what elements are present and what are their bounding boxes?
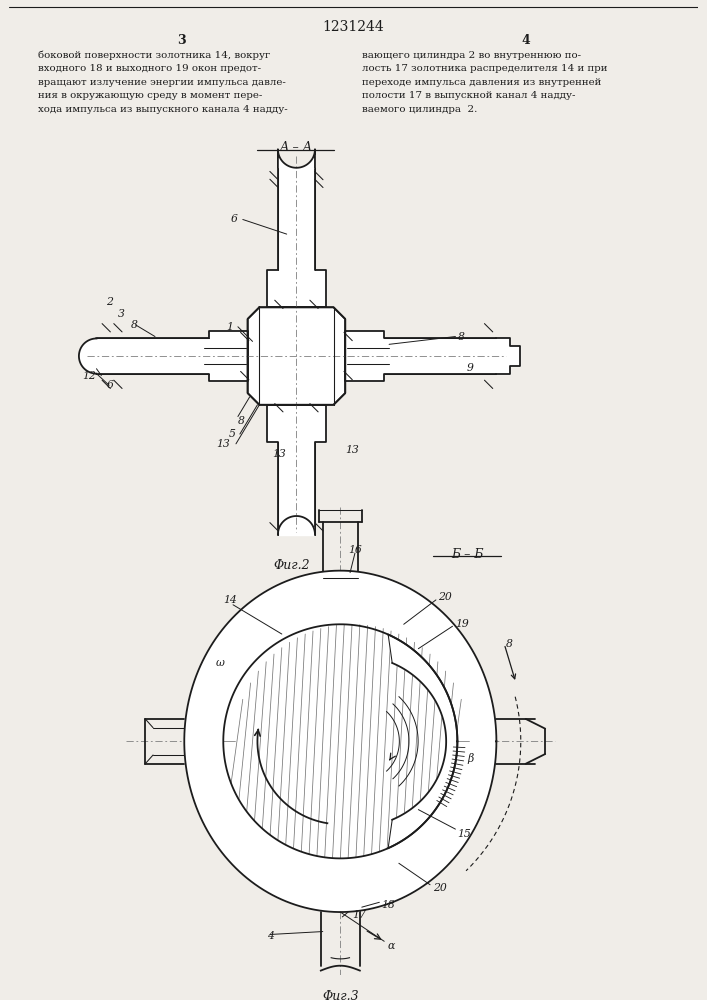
Text: 3: 3 [177, 34, 186, 47]
Polygon shape [278, 516, 315, 535]
Text: переходе импульса давления из внутренней: переходе импульса давления из внутренней [362, 78, 601, 87]
Text: Φиг.2: Φиг.2 [273, 559, 310, 572]
Text: 19: 19 [455, 619, 469, 629]
Polygon shape [96, 331, 247, 381]
Text: 13: 13 [345, 445, 359, 455]
Text: 9: 9 [467, 363, 474, 373]
Polygon shape [79, 338, 96, 374]
Text: 12: 12 [83, 371, 96, 381]
Text: 8: 8 [131, 320, 137, 330]
Text: 8: 8 [457, 332, 464, 342]
Text: 1: 1 [226, 322, 233, 332]
Polygon shape [267, 405, 326, 535]
Text: А – А: А – А [280, 141, 313, 154]
Text: ω: ω [216, 658, 224, 668]
Text: 15: 15 [457, 829, 471, 839]
Text: хода импульса из выпускного канала 4 надду-: хода импульса из выпускного канала 4 над… [38, 105, 288, 114]
Text: 17: 17 [352, 910, 366, 920]
Text: α: α [387, 941, 395, 951]
Text: β: β [467, 753, 474, 764]
Text: 8: 8 [506, 639, 513, 649]
Polygon shape [388, 634, 457, 848]
Text: 16: 16 [348, 545, 362, 555]
Polygon shape [278, 149, 315, 168]
Polygon shape [185, 571, 496, 912]
Text: входного 18 и выходного 19 окон предот-: входного 18 и выходного 19 окон предот- [38, 64, 261, 73]
Text: 20: 20 [438, 592, 452, 602]
Text: ния в окружающую среду в момент пере-: ния в окружающую среду в момент пере- [38, 91, 262, 100]
Polygon shape [496, 338, 520, 374]
Text: 6: 6 [106, 380, 113, 390]
Text: 14: 14 [223, 595, 237, 605]
Text: 1231244: 1231244 [322, 20, 384, 34]
Text: 4: 4 [267, 931, 274, 941]
Text: 5: 5 [229, 429, 236, 439]
Polygon shape [267, 168, 326, 307]
Text: Φиг.3: Φиг.3 [322, 990, 358, 1000]
Text: вающего цилиндра 2 во внутреннюю по-: вающего цилиндра 2 во внутреннюю по- [362, 51, 581, 60]
Text: полости 17 в выпускной канал 4 надду-: полости 17 в выпускной канал 4 надду- [362, 91, 575, 100]
Text: Б – Б: Б – Б [451, 548, 484, 561]
Polygon shape [247, 307, 345, 405]
Text: 18: 18 [381, 900, 395, 910]
Text: 13: 13 [272, 449, 286, 459]
Text: 13: 13 [216, 439, 230, 449]
Text: 8: 8 [238, 416, 245, 426]
Text: боковой поверхности золотника 14, вокруг: боковой поверхности золотника 14, вокруг [38, 51, 270, 60]
Text: 4: 4 [521, 34, 530, 47]
Text: 2: 2 [106, 297, 113, 307]
Text: ваемого цилиндра  2.: ваемого цилиндра 2. [362, 105, 477, 114]
Text: 3: 3 [118, 309, 125, 319]
Polygon shape [345, 331, 496, 381]
Text: 6: 6 [231, 214, 238, 224]
Text: вращают излучение энергии импульса давле-: вращают излучение энергии импульса давле… [38, 78, 286, 87]
Text: 20: 20 [433, 883, 447, 893]
Text: лость 17 золотника распределителя 14 и при: лость 17 золотника распределителя 14 и п… [362, 64, 607, 73]
Polygon shape [223, 624, 457, 858]
